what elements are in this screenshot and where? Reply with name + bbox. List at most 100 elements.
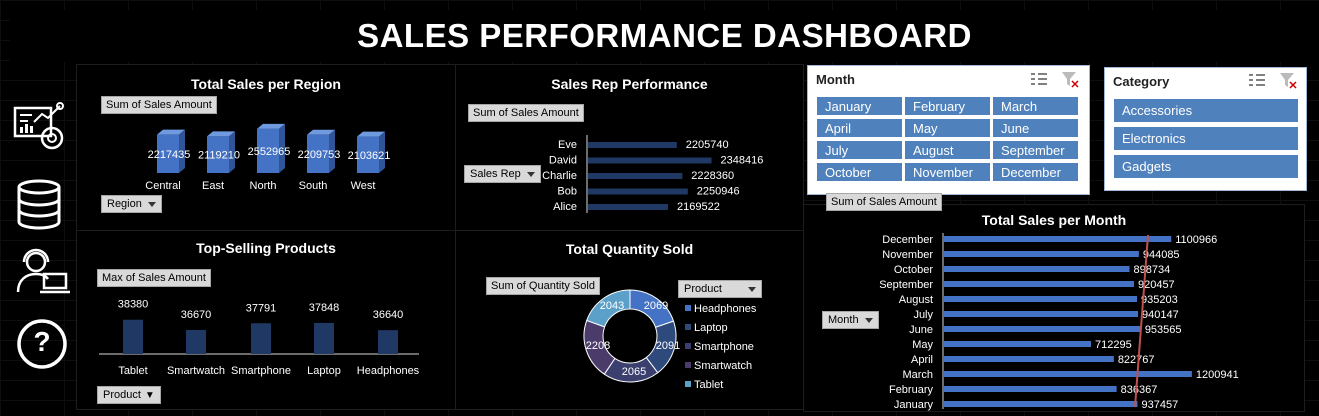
month-filter-dropdown[interactable]: Month — [822, 311, 879, 329]
month-slicer-item[interactable]: October — [816, 162, 903, 182]
legend-swatch — [685, 381, 691, 387]
month-bar[interactable] — [944, 386, 1117, 392]
month-slicer-item[interactable]: July — [816, 140, 903, 160]
month-slicer-item[interactable]: February — [904, 96, 991, 116]
rep-bar[interactable] — [588, 204, 668, 210]
product-bar-label: 37848 — [309, 302, 340, 314]
month-category-label: January — [894, 399, 934, 411]
quantity-field-button[interactable]: Sum of Quantity Sold — [486, 277, 600, 295]
donut-slice[interactable] — [586, 289, 631, 328]
region-bar[interactable] — [357, 131, 385, 173]
product-bar[interactable] — [251, 323, 271, 354]
rep-bar[interactable] — [588, 142, 677, 148]
month-field-button[interactable]: Sum of Sales Amount — [826, 193, 942, 211]
product-bar-label: 37791 — [246, 302, 277, 314]
region-category-label: West — [351, 180, 376, 192]
region-bar[interactable] — [157, 129, 185, 173]
product-bar[interactable] — [123, 319, 143, 354]
region-bar[interactable] — [257, 123, 285, 173]
donut-slice-label: 2065 — [622, 366, 646, 378]
product-category-label: Smartphone — [231, 365, 291, 377]
month-bar[interactable] — [944, 311, 1139, 317]
chevron-down-icon — [147, 201, 156, 207]
month-slicer-item[interactable]: June — [992, 118, 1079, 138]
region-field-button[interactable]: Sum of Sales Amount — [101, 96, 217, 114]
quantity-product-dropdown[interactable]: Product — [678, 280, 762, 298]
month-slicer-item[interactable]: August — [904, 140, 991, 160]
region-bar-label: 2209753 — [298, 149, 341, 161]
chevron-down-icon — [864, 317, 873, 323]
month-chart-panel: Total Sales per Month Month December 1100… — [803, 204, 1305, 412]
month-slicer-item[interactable]: September — [992, 140, 1079, 160]
products-field-button[interactable]: Max of Sales Amount — [97, 269, 211, 287]
product-bar[interactable] — [314, 322, 334, 354]
clear-filter-icon[interactable] — [1060, 70, 1080, 88]
region-category-label: North — [250, 180, 277, 192]
month-slicer-item[interactable]: January — [816, 96, 903, 116]
month-slicer-item[interactable]: April — [816, 118, 903, 138]
month-bar-label: 920457 — [1138, 279, 1175, 291]
month-bar[interactable] — [944, 326, 1141, 332]
month-bar[interactable] — [944, 401, 1138, 407]
multi-select-icon[interactable] — [1247, 71, 1267, 89]
support-agent-icon[interactable] — [14, 244, 72, 296]
region-category-label: Central — [145, 180, 180, 192]
month-bar[interactable] — [944, 356, 1114, 362]
legend-label: Laptop — [694, 322, 728, 334]
rep-category-label: Eve — [558, 139, 577, 151]
month-category-label: February — [889, 384, 934, 396]
month-category-label: August — [899, 294, 933, 306]
month-slicer-item[interactable]: December — [992, 162, 1079, 182]
category-slicer-item[interactable]: Accessories — [1113, 98, 1299, 123]
products-chart-title: Top-Selling Products — [196, 240, 336, 256]
month-bar-label: 940147 — [1142, 309, 1179, 321]
month-category-label: December — [882, 234, 933, 246]
product-bar[interactable] — [378, 330, 398, 354]
month-slicer: Month January February March April May June Ju… — [807, 65, 1090, 195]
legend-label: Headphones — [694, 303, 757, 315]
month-bar[interactable] — [944, 341, 1092, 347]
month-category-label: October — [894, 264, 933, 276]
month-bar[interactable] — [944, 281, 1134, 287]
rep-bar-label: 2205740 — [686, 139, 729, 151]
month-category-label: May — [912, 339, 933, 351]
product-category-label: Tablet — [118, 365, 147, 377]
help-icon[interactable]: ? — [14, 318, 70, 370]
rep-filter-dropdown[interactable]: Sales Rep — [464, 165, 541, 183]
category-slicer-header: Category — [1113, 74, 1170, 89]
clear-filter-icon[interactable] — [1278, 71, 1298, 89]
legend-label: Smartphone — [694, 341, 754, 353]
region-bar[interactable] — [307, 129, 335, 173]
region-bar[interactable] — [207, 131, 235, 173]
product-bar[interactable] — [186, 329, 206, 354]
product-category-label: Laptop — [307, 365, 341, 377]
month-category-label: November — [882, 249, 933, 261]
month-slicer-item[interactable]: November — [904, 162, 991, 182]
donut-slice-label: 2043 — [600, 300, 624, 312]
month-bar[interactable] — [944, 251, 1139, 257]
month-category-label: September — [879, 279, 933, 291]
region-category-label: East — [202, 180, 224, 192]
category-slicer-item[interactable]: Gadgets — [1113, 154, 1299, 179]
rep-bar[interactable] — [588, 188, 688, 195]
rep-bar[interactable] — [588, 157, 712, 164]
product-filter-dropdown[interactable]: Product ▼ — [97, 386, 161, 404]
multi-select-icon[interactable] — [1029, 70, 1049, 88]
database-icon[interactable] — [14, 178, 64, 232]
month-bar[interactable] — [944, 236, 1172, 242]
region-chart-title: Total Sales per Region — [191, 76, 341, 92]
rep-field-button[interactable]: Sum of Sales Amount — [468, 104, 584, 122]
month-slicer-item[interactable]: May — [904, 118, 991, 138]
month-slicer-item[interactable]: March — [992, 96, 1079, 116]
rep-bar[interactable] — [588, 173, 683, 179]
month-bar[interactable] — [944, 266, 1130, 272]
region-filter-dropdown[interactable]: Region — [101, 195, 162, 213]
month-bar-label: 944085 — [1143, 249, 1180, 261]
month-bar[interactable] — [944, 371, 1192, 377]
region-chart-panel: Total Sales per Region Sum of Sales Amou… — [76, 64, 456, 231]
donut-slice-label: 2069 — [644, 300, 668, 312]
rep-bars: Eve 2205740 David 2348416 Charlie 2228360 Bob 2… — [542, 135, 763, 213]
month-bar[interactable] — [944, 296, 1138, 302]
category-slicer-item[interactable]: Electronics — [1113, 126, 1299, 151]
analytics-icon[interactable] — [12, 100, 70, 154]
